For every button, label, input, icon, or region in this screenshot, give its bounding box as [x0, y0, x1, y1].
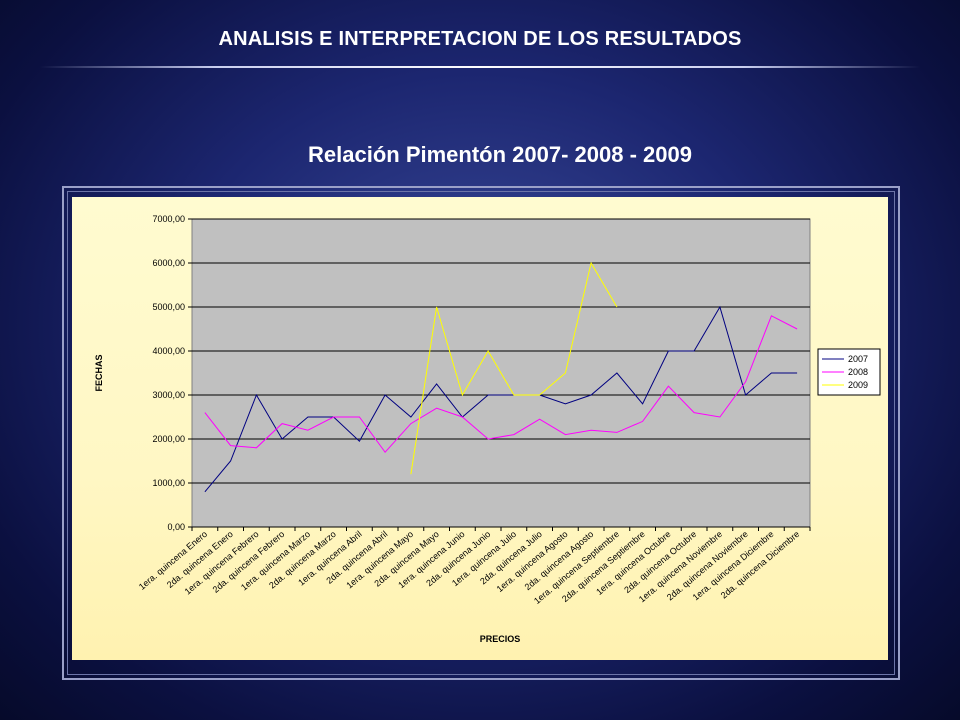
- x-axis-title: PRECIOS: [480, 634, 521, 644]
- slide-title: ANALISIS E INTERPRETACION DE LOS RESULTA…: [218, 28, 742, 50]
- legend-label-2007: 2007: [848, 354, 868, 364]
- y-axis-ticks: 0,00 1000,00 2000,00 3000,00 4000,00 5000,00 6…: [152, 214, 192, 532]
- y-tick-label: 4000,00: [152, 346, 185, 356]
- line-chart: 0,00 1000,00 2000,00 3000,00 4000,00 5000,00 6…: [94, 214, 881, 644]
- y-tick-label: 6000,00: [152, 258, 185, 268]
- legend-label-2008: 2008: [848, 367, 868, 377]
- series-lines: [204, 261, 798, 493]
- y-axis-title: FECHAS: [94, 354, 104, 391]
- legend-label-2009: 2009: [848, 380, 868, 390]
- series-line-2008: [204, 315, 798, 453]
- chart-title: Relación Pimentón 2007- 2008 - 2009: [308, 142, 692, 167]
- y-tick-label: 0,00: [167, 522, 185, 532]
- y-tick-label: 1000,00: [152, 478, 185, 488]
- series-line-2007: [204, 305, 798, 493]
- legend: 2007 2008 2009: [817, 348, 881, 396]
- y-tick-label: 7000,00: [152, 214, 185, 224]
- y-tick-label: 3000,00: [152, 390, 185, 400]
- y-tick-label: 2000,00: [152, 434, 185, 444]
- y-tick-label: 5000,00: [152, 302, 185, 312]
- title-divider: [40, 66, 920, 68]
- series-line-2009: [410, 261, 618, 475]
- chart-frame-outer: [62, 186, 900, 680]
- chart-frame-inner: [67, 191, 895, 675]
